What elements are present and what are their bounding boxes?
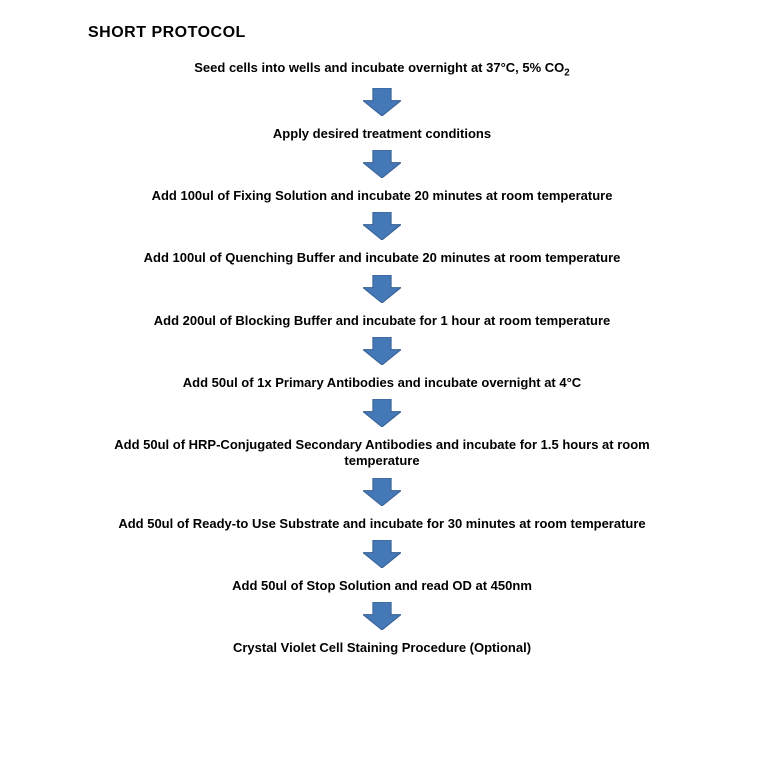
down-arrow-icon — [363, 399, 401, 427]
down-arrow-icon — [363, 88, 401, 116]
protocol-step: Add 100ul of Fixing Solution and incubat… — [152, 188, 613, 204]
down-arrow-icon — [363, 150, 401, 178]
protocol-step: Add 50ul of Ready-to Use Substrate and i… — [118, 516, 645, 532]
down-arrow-icon — [363, 540, 401, 568]
protocol-step: Crystal Violet Cell Staining Procedure (… — [233, 640, 531, 656]
protocol-step: Add 50ul of HRP-Conjugated Secondary Ant… — [82, 437, 682, 470]
protocol-step: Apply desired treatment conditions — [273, 126, 491, 142]
protocol-step: Add 200ul of Blocking Buffer and incubat… — [154, 313, 611, 329]
page-title: SHORT PROTOCOL — [88, 24, 764, 42]
down-arrow-icon — [363, 275, 401, 303]
protocol-step: Add 50ul of Stop Solution and read OD at… — [232, 578, 532, 594]
protocol-step: Add 100ul of Quenching Buffer and incuba… — [144, 250, 621, 266]
protocol-page: SHORT PROTOCOL Seed cells into wells and… — [0, 0, 764, 666]
protocol-step: Seed cells into wells and incubate overn… — [194, 60, 569, 80]
down-arrow-icon — [363, 478, 401, 506]
down-arrow-icon — [363, 337, 401, 365]
protocol-step: Add 50ul of 1x Primary Antibodies and in… — [183, 375, 581, 391]
protocol-flow: Seed cells into wells and incubate overn… — [0, 60, 764, 656]
down-arrow-icon — [363, 602, 401, 630]
down-arrow-icon — [363, 212, 401, 240]
